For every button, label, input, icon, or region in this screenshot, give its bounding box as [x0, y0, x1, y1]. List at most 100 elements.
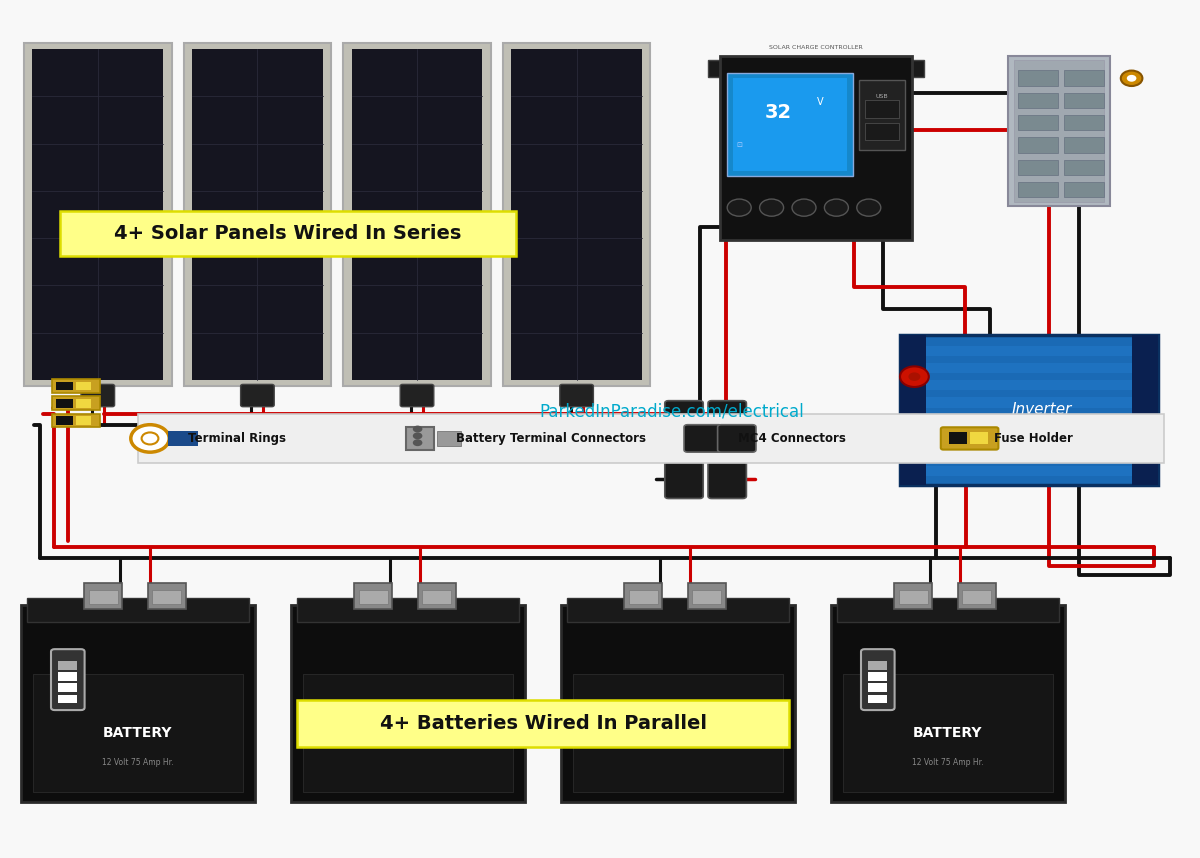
Bar — [733, 78, 847, 171]
Bar — [76, 399, 91, 408]
Bar — [560, 605, 794, 802]
Circle shape — [900, 414, 929, 435]
Bar — [902, 380, 1156, 390]
Circle shape — [908, 372, 920, 381]
Bar — [52, 396, 100, 410]
Bar — [1063, 137, 1104, 153]
Bar — [1018, 182, 1058, 197]
Text: 12 Volt 75 Amp Hr.: 12 Volt 75 Amp Hr. — [912, 758, 984, 767]
Bar — [511, 49, 642, 380]
FancyBboxPatch shape — [559, 384, 593, 407]
Bar — [869, 695, 888, 704]
FancyBboxPatch shape — [941, 427, 998, 450]
Bar — [59, 684, 78, 692]
Bar — [437, 431, 461, 446]
Bar — [958, 583, 996, 609]
Text: V: V — [817, 97, 823, 106]
Circle shape — [413, 439, 422, 446]
Bar — [418, 583, 456, 609]
Bar — [900, 335, 926, 485]
Bar — [970, 432, 988, 444]
Bar — [59, 695, 78, 704]
Text: MC4 Connectors: MC4 Connectors — [738, 432, 846, 445]
Bar — [22, 605, 256, 802]
Bar — [1018, 160, 1058, 175]
Bar — [1008, 56, 1110, 206]
Text: Terminal Rings: Terminal Rings — [188, 432, 287, 445]
Bar — [830, 605, 1066, 802]
Text: ParkedInParadise.com/electrical: ParkedInParadise.com/electrical — [540, 403, 804, 420]
Bar — [624, 583, 662, 609]
Bar — [1063, 93, 1104, 108]
Bar — [629, 590, 658, 604]
Bar — [949, 432, 967, 444]
Bar — [32, 49, 163, 380]
Bar — [566, 598, 790, 622]
Bar — [406, 427, 434, 450]
Bar — [1063, 182, 1104, 197]
Circle shape — [413, 426, 422, 432]
Bar — [28, 598, 250, 622]
Circle shape — [900, 366, 929, 387]
Text: 4+ Solar Panels Wired In Series: 4+ Solar Panels Wired In Series — [114, 224, 462, 243]
FancyBboxPatch shape — [240, 384, 274, 407]
Bar — [1063, 70, 1104, 86]
Bar — [192, 49, 323, 380]
Bar — [503, 43, 650, 386]
Circle shape — [824, 199, 848, 216]
Bar — [902, 466, 1156, 476]
Bar — [1132, 335, 1158, 485]
Bar — [184, 43, 331, 386]
Bar — [56, 382, 73, 390]
FancyBboxPatch shape — [665, 459, 703, 498]
Bar — [900, 335, 1158, 485]
Bar — [1018, 137, 1058, 153]
Bar — [56, 399, 73, 408]
Bar — [89, 590, 118, 604]
Bar — [302, 674, 514, 792]
Text: BATTERY: BATTERY — [913, 726, 983, 740]
Bar — [60, 211, 516, 256]
Bar — [52, 414, 100, 427]
Bar — [1018, 93, 1058, 108]
Bar — [359, 590, 388, 604]
Text: USB: USB — [876, 94, 888, 100]
Circle shape — [1127, 75, 1136, 82]
Bar — [1014, 60, 1104, 202]
Bar — [152, 590, 181, 604]
Bar — [168, 431, 198, 446]
Bar — [859, 80, 905, 150]
Bar — [869, 662, 888, 670]
FancyBboxPatch shape — [718, 425, 756, 452]
Bar — [902, 449, 1156, 459]
Bar — [76, 416, 91, 425]
Circle shape — [131, 425, 169, 452]
Bar — [1018, 70, 1058, 86]
Bar — [902, 414, 1156, 425]
Bar — [84, 583, 122, 609]
Circle shape — [760, 199, 784, 216]
Bar — [59, 673, 78, 681]
Bar — [138, 414, 1164, 463]
Text: 4+ Batteries Wired In Parallel: 4+ Batteries Wired In Parallel — [379, 715, 707, 734]
Bar — [902, 363, 1156, 373]
Bar — [56, 416, 73, 425]
Bar — [1018, 115, 1058, 130]
Bar — [865, 123, 899, 140]
Bar — [688, 583, 726, 609]
Text: 12 Volt 75 Amp Hr.: 12 Volt 75 Amp Hr. — [102, 758, 174, 767]
FancyBboxPatch shape — [82, 384, 115, 407]
Bar — [52, 379, 100, 393]
Circle shape — [1121, 70, 1142, 86]
Bar — [720, 56, 912, 240]
Bar — [148, 583, 186, 609]
Bar — [1063, 115, 1104, 130]
Bar — [899, 590, 928, 604]
Bar — [76, 382, 91, 390]
Bar — [692, 590, 721, 604]
Bar — [902, 397, 1156, 408]
FancyBboxPatch shape — [665, 401, 703, 440]
Bar — [343, 43, 491, 386]
Bar — [902, 432, 1156, 442]
Bar — [902, 346, 1156, 356]
